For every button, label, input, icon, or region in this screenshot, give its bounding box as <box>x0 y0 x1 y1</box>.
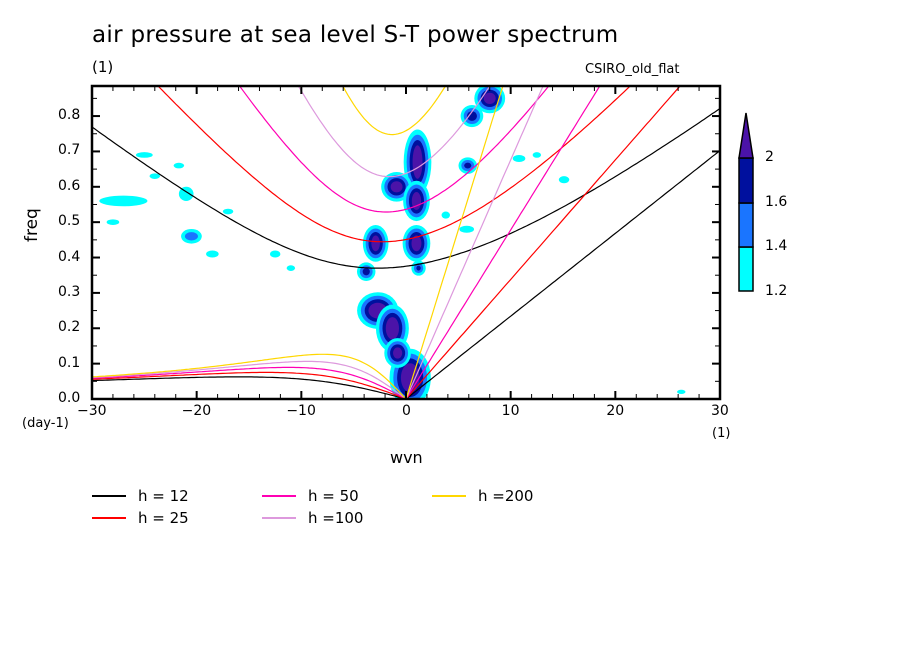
legend-swatch <box>92 495 126 497</box>
legend-label: h = 50 <box>308 487 359 505</box>
colorbar-label: 2 <box>765 149 774 165</box>
y-tick-label: 0.8 <box>58 107 81 124</box>
contour-blob <box>99 195 148 207</box>
colorbar-segment <box>738 246 754 292</box>
kelvin-wave-curve-h25 <box>405 86 681 399</box>
inertia-gravity-curve-h12 <box>92 108 720 269</box>
contour-blob <box>416 265 421 271</box>
contour-blob <box>466 111 477 121</box>
y-axis-units: (day-1) <box>22 416 69 431</box>
x-axis-units: (1) <box>712 426 731 441</box>
legend-label: h = 12 <box>138 487 189 505</box>
colorbar-label: 1.2 <box>765 283 788 299</box>
kelvin-wave-curve-h200 <box>405 86 504 399</box>
colorbar <box>738 112 754 292</box>
inertia-gravity-curve-h100 <box>297 86 491 178</box>
contour-blob <box>362 268 370 276</box>
contour-blob <box>135 152 153 158</box>
contour-blob <box>558 176 570 184</box>
rossby-wave-curve-h100 <box>92 360 407 399</box>
legend-label: h =100 <box>308 509 364 527</box>
contour-blob <box>459 225 475 233</box>
colorbar-label: 1.6 <box>765 194 788 210</box>
contour-blob <box>677 389 686 395</box>
y-tick-label: 0.6 <box>58 177 81 194</box>
colorbar-label: 1.4 <box>765 238 788 254</box>
y-tick-label: 0.3 <box>58 283 81 300</box>
y-tick-label: 0.7 <box>58 142 81 159</box>
rossby-wave-curve-h12 <box>92 376 407 399</box>
colorbar-segment <box>738 202 754 248</box>
legend-swatch <box>262 517 296 519</box>
dispersion-curves-layer <box>92 86 720 399</box>
legend-swatch <box>92 517 126 519</box>
contour-blob <box>464 162 472 169</box>
contour-blob <box>411 235 422 252</box>
x-tick-label: 0 <box>402 403 411 419</box>
contour-blob <box>269 250 281 258</box>
x-tick-label: 20 <box>606 403 625 419</box>
legend-swatch <box>262 495 296 497</box>
colorbar-segment <box>738 157 754 204</box>
x-tick-label: 10 <box>501 403 520 419</box>
inertia-gravity-curve-h50 <box>238 86 550 213</box>
contour-blob <box>385 317 400 340</box>
contour-blob <box>184 232 198 241</box>
x-tick-label: −30 <box>77 403 107 419</box>
legend-label: h =200 <box>478 487 534 505</box>
contour-blob <box>392 347 403 359</box>
contour-blob <box>512 154 526 163</box>
axis-ticks <box>91 86 721 400</box>
legend-item: h =200 <box>432 487 533 505</box>
contour-blob <box>390 181 403 193</box>
inertia-gravity-curve-h200 <box>342 86 447 136</box>
kelvin-wave-curve-h12 <box>405 150 720 399</box>
y-tick-label: 0.5 <box>58 213 81 230</box>
rossby-wave-curve-h200 <box>92 353 407 399</box>
contour-blob <box>178 186 194 201</box>
y-tick-label: 0.1 <box>58 354 81 371</box>
colorbar-extend-triangle <box>738 112 754 159</box>
legend-item: h = 25 <box>92 509 189 527</box>
legend-item: h =100 <box>262 509 363 527</box>
chart-units-label: (1) <box>92 58 114 76</box>
y-tick-label: 0.2 <box>58 319 81 336</box>
contour-blob <box>371 235 380 252</box>
contour-blob <box>532 152 542 158</box>
inertia-gravity-curve-h25 <box>157 86 632 243</box>
x-axis-label: wvn <box>390 448 423 467</box>
rossby-wave-curve-h25 <box>92 371 407 399</box>
legend-item: h = 50 <box>262 487 359 505</box>
contour-blob <box>412 145 423 179</box>
legend-label: h = 25 <box>138 509 189 527</box>
contour-blob <box>173 162 185 169</box>
chart-title: air pressure at sea level S-T power spec… <box>92 22 619 48</box>
x-tick-label: −20 <box>181 403 212 419</box>
model-name-label: CSIRO_old_flat <box>585 62 680 77</box>
x-tick-label: −10 <box>286 403 316 419</box>
contour-fill-layer <box>99 86 686 399</box>
legend-swatch <box>432 495 466 497</box>
rossby-wave-curve-h50 <box>92 366 407 399</box>
legend-item: h = 12 <box>92 487 189 505</box>
contour-blob <box>286 265 296 271</box>
contour-blob <box>206 250 219 258</box>
contour-blob <box>149 173 161 180</box>
contour-blob <box>441 211 450 219</box>
x-tick-label: 30 <box>711 403 729 419</box>
y-tick-label: 0.0 <box>58 390 81 406</box>
contour-blob <box>483 92 496 104</box>
contour-blob <box>222 208 234 215</box>
y-tick-label: 0.4 <box>58 248 81 265</box>
kelvin-wave-curve-h50 <box>405 86 601 399</box>
contour-blob <box>106 219 120 225</box>
kelvin-wave-curve-h100 <box>405 86 544 399</box>
